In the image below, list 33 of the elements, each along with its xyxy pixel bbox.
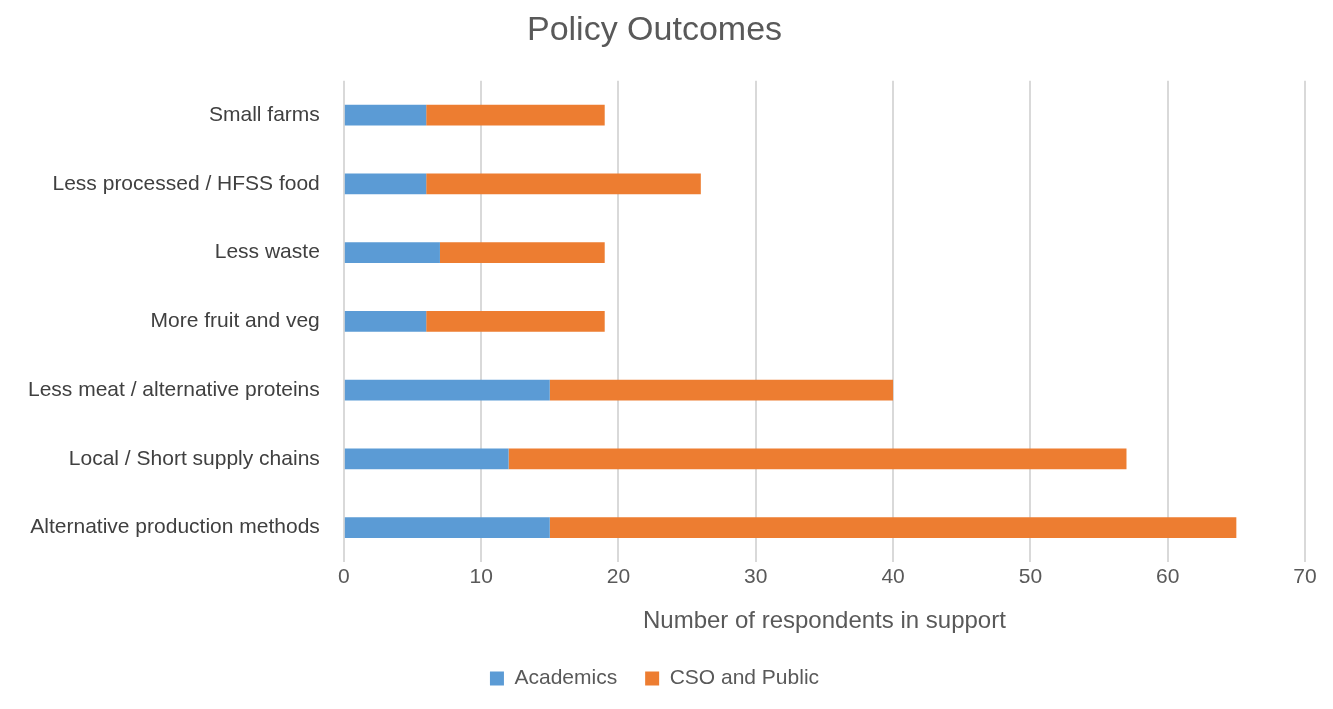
bar <box>508 448 1127 470</box>
y-tick-label: More fruit and veg <box>150 308 320 332</box>
y-tick-label: Less waste <box>214 239 320 263</box>
bar <box>344 311 427 332</box>
x-tick-label: 50 <box>1018 564 1043 588</box>
y-tick-label: Alternative production methods <box>30 514 320 538</box>
bar <box>344 448 509 470</box>
y-tick-label: Less meat / alternative proteins <box>27 376 320 400</box>
x-tick-label: 60 <box>1156 564 1180 588</box>
x-tick-label: 30 <box>744 564 768 588</box>
legend-label: CSO and Public <box>669 665 820 689</box>
y-tick-label: Less processed / HFSS food <box>52 170 320 194</box>
bar <box>549 517 1237 538</box>
x-tick-label: 70 <box>1293 564 1317 588</box>
x-tick-label: 10 <box>469 564 493 588</box>
bar <box>426 173 701 195</box>
bar <box>426 104 605 126</box>
bar <box>344 173 427 195</box>
bar <box>439 242 605 263</box>
y-tick-label: Small farms <box>208 101 320 125</box>
bar <box>344 517 550 538</box>
bar <box>549 379 894 401</box>
chart-title: Policy Outcomes <box>526 8 783 47</box>
x-tick-label: 20 <box>606 564 631 588</box>
x-tick-label: 40 <box>881 564 905 588</box>
bar <box>344 104 427 126</box>
y-tick-label: Local / Short supply chains <box>68 445 320 469</box>
bar <box>426 311 605 332</box>
bar <box>344 242 440 263</box>
x-axis-title: Number of respondents in support <box>642 606 1007 634</box>
x-tick-label: 0 <box>337 564 350 588</box>
bar <box>344 379 550 401</box>
legend-label: Academics <box>514 665 618 689</box>
